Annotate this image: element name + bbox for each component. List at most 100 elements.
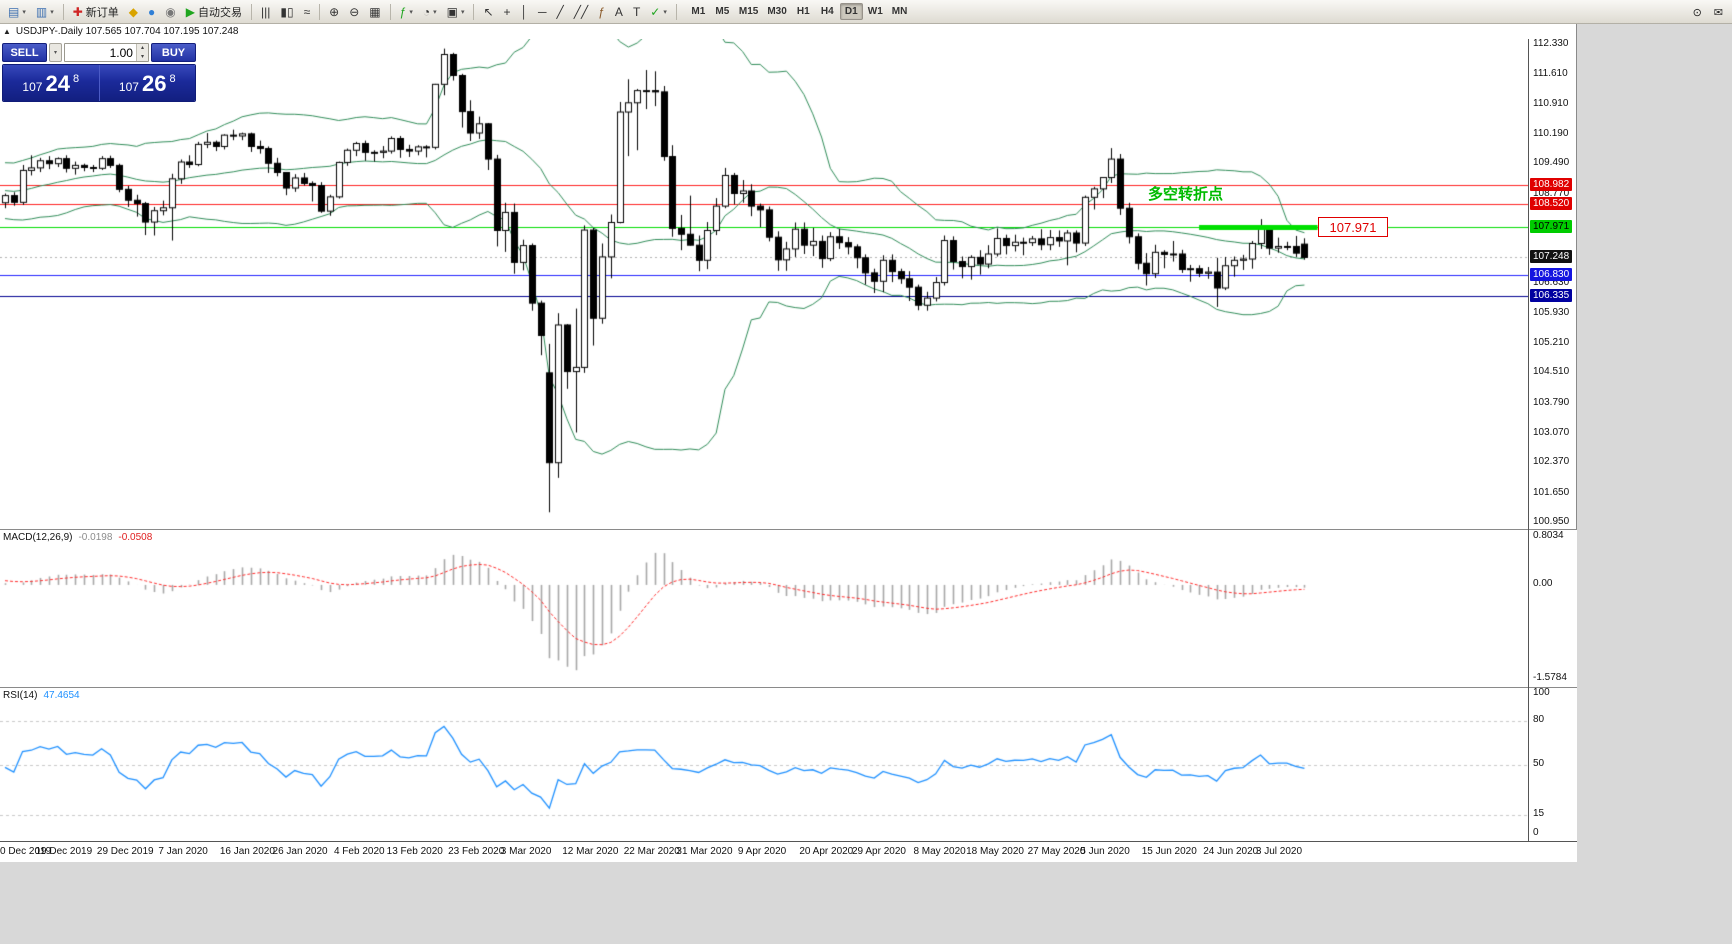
search-icon[interactable]: ⊙ xyxy=(1692,6,1702,19)
timeframe-m30-button[interactable]: M30 xyxy=(767,6,787,17)
zoom-out-icon: ⊖ xyxy=(349,4,360,19)
sell-button[interactable]: SELL xyxy=(2,43,47,62)
trendline-icon[interactable]: ╱ xyxy=(552,2,569,22)
vertical-line-icon[interactable]: │ xyxy=(516,2,534,22)
time-axis-label: 27 May 2020 xyxy=(1027,846,1086,857)
candlestick-mode-icon[interactable]: ▮▯ xyxy=(275,2,298,22)
horizontal-line-icon[interactable]: ─ xyxy=(533,2,552,22)
bar-chart-mode-icon[interactable]: ||| xyxy=(256,2,275,22)
buy-button[interactable]: BUY xyxy=(151,43,196,62)
crosshair-icon: + xyxy=(503,4,511,19)
price-axis-marker: 107.248 xyxy=(1530,250,1573,264)
timeframe-m1-button[interactable]: M1 xyxy=(691,6,706,17)
tile-windows-icon: ▦ xyxy=(369,4,381,19)
macd-panel: MACD(12,26,9) -0.0198 -0.0508 xyxy=(0,529,1577,687)
horizontal-line-icon: ─ xyxy=(538,4,547,19)
time-axis-label: 3 Mar 2020 xyxy=(500,846,552,857)
macd-name: MACD(12,26,9) xyxy=(3,532,73,543)
time-axis[interactable]: 0 Dec 2019 19 Dec 2019 29 Dec 2019 7 Jan 20… xyxy=(0,841,1577,862)
time-axis-label: 3 Jul 2020 xyxy=(1255,846,1303,857)
channel-icon[interactable]: ╱╱ xyxy=(569,2,593,22)
autotrading-button: ▶ xyxy=(185,4,195,19)
autotrading-button[interactable]: ▶ 自动交易 xyxy=(181,2,247,22)
main-chart-area: SELL ▾ ▴ ▾ BUY 107 24 8 xyxy=(0,39,1528,529)
crosshair-icon[interactable]: + xyxy=(499,2,516,22)
timeframe-h4-button[interactable]: H4 xyxy=(820,6,834,17)
price-axis-tick: 100.950 xyxy=(1533,515,1570,527)
chart-title: USDJPY-.Daily 107.565 107.704 107.195 10… xyxy=(15,26,239,37)
price-chart-canvas[interactable] xyxy=(0,39,1528,529)
timeframe-d1-button[interactable]: D1 xyxy=(839,3,863,20)
trade-panel-controls: SELL ▾ ▴ ▾ BUY xyxy=(2,43,196,62)
chart-window-usdjpy[interactable]: ▲ USDJPY-.Daily 107.565 107.704 107.195 … xyxy=(0,24,1577,862)
community-icon[interactable]: ● xyxy=(143,2,160,22)
rsi-panel: RSI(14) 47.4654 xyxy=(0,687,1577,841)
volume-decrease-button[interactable]: ▾ xyxy=(136,52,148,61)
macd-signal-value: -0.0508 xyxy=(118,532,153,543)
timeframe-w1-button[interactable]: W1 xyxy=(867,6,883,17)
price-axis-marker: 106.335 xyxy=(1530,288,1573,302)
price-axis-tick: 80 xyxy=(1533,714,1545,725)
price-axis-tick: 104.510 xyxy=(1533,366,1570,378)
buy-price-display[interactable]: 107 26 8 xyxy=(98,65,195,101)
time-axis-label: 24 Jun 2020 xyxy=(1203,846,1259,857)
zoom-in-icon[interactable]: ⊕ xyxy=(324,2,344,22)
macd-canvas[interactable] xyxy=(0,530,1528,687)
time-axis-label: 16 Jan 2020 xyxy=(219,846,275,857)
time-axis-label: 8 May 2020 xyxy=(913,846,966,857)
sell-price-display[interactable]: 107 24 8 xyxy=(3,65,99,101)
time-axis-label: 7 Jan 2020 xyxy=(158,846,208,857)
price-level-label[interactable]: 107.971 xyxy=(1318,217,1388,237)
line-chart-mode-icon[interactable]: ≈ xyxy=(299,2,316,22)
timeframe-m15-button[interactable]: M15 xyxy=(738,6,759,17)
new-chart-icon: ▤ xyxy=(8,4,20,19)
label-icon[interactable]: T xyxy=(628,2,645,22)
indicators-icon[interactable]: ƒ ▾ xyxy=(395,2,418,22)
label-icon: T xyxy=(632,4,641,19)
new-chart-icon[interactable]: ▤ ▾ xyxy=(3,2,31,22)
price-axis-tick: 50 xyxy=(1533,757,1545,769)
price-axis-tick: 0.00 xyxy=(1533,577,1553,589)
zoom-out-icon[interactable]: ⊖ xyxy=(344,2,364,22)
periods-icon[interactable]: ◔ ▾ xyxy=(418,2,442,22)
rsi-canvas[interactable] xyxy=(0,688,1528,841)
text-icon: A xyxy=(614,4,623,19)
options-icon[interactable]: ◉ xyxy=(160,2,180,22)
turning-point-annotation[interactable]: 多空转折点 xyxy=(1148,186,1224,203)
tile-windows-icon[interactable]: ▦ xyxy=(364,2,385,22)
channel-icon: ╱╱ xyxy=(573,4,589,19)
price-axis-tick: -1.5784 xyxy=(1533,672,1567,683)
chat-icon[interactable]: ✉ xyxy=(1713,6,1723,19)
time-axis-label: 13 Feb 2020 xyxy=(386,846,443,857)
toolbar-separator xyxy=(675,3,677,20)
price-axis[interactable]: 112.330 111.610 110.910 110.190 109.490 108.7… xyxy=(1528,38,1577,841)
volume-spinner: ▴ ▾ xyxy=(135,44,148,61)
fibonacci-icon[interactable]: ƒ xyxy=(593,2,610,22)
price-axis-marker: 108.982 xyxy=(1530,177,1573,191)
volume-increase-button[interactable]: ▴ xyxy=(136,44,148,53)
volume-input[interactable] xyxy=(65,44,136,61)
options-icon: ◉ xyxy=(165,4,176,19)
collapse-panel-icon[interactable]: ▲ xyxy=(3,27,11,36)
timeframe-mn-button[interactable]: MN xyxy=(891,6,908,17)
rsi-name: RSI(14) xyxy=(3,690,38,701)
price-axis-tick: 112.330 xyxy=(1533,38,1569,49)
toolbar-separator xyxy=(319,3,321,20)
timeframe-h1-button[interactable]: H1 xyxy=(796,6,810,17)
new-order-button[interactable]: ✚ 新订单 xyxy=(68,2,124,22)
macd-main-value: -0.0198 xyxy=(78,532,113,543)
time-axis-label: 19 Dec 2019 xyxy=(35,846,93,857)
trade-options-button[interactable]: ▾ xyxy=(49,43,62,62)
time-axis-label: 12 Mar 2020 xyxy=(562,846,619,857)
timeframe-m5-button[interactable]: M5 xyxy=(715,6,730,17)
text-icon[interactable]: A xyxy=(610,2,628,22)
metaeditor-icon[interactable]: ◆ xyxy=(124,2,143,22)
cursor-icon[interactable]: ↖ xyxy=(478,2,498,22)
periods-icon: ◔ xyxy=(422,4,431,19)
profiles-icon[interactable]: ▥ ▾ xyxy=(31,2,59,22)
dropdown-caret-icon: ▾ xyxy=(22,8,26,16)
price-axis-tick: 102.370 xyxy=(1533,456,1570,468)
arrows-icon[interactable]: ✓ ▾ xyxy=(645,2,672,22)
templates-icon[interactable]: ▣ ▾ xyxy=(442,2,470,22)
